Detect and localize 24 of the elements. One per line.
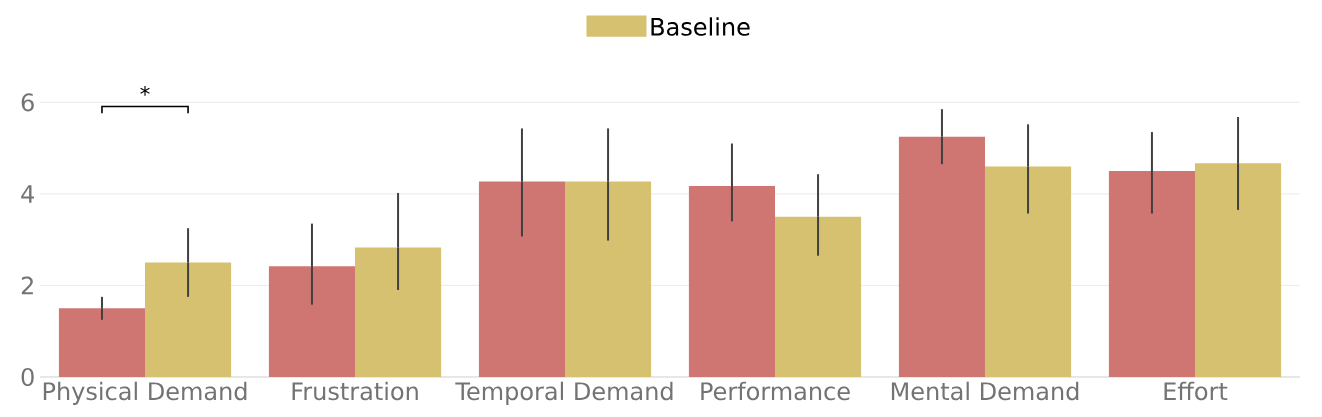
x-tick-label: Performance	[701, 381, 850, 401]
bar	[1194, 163, 1282, 377]
y-tick-label: 4	[21, 185, 34, 203]
y-tick-label: 0	[21, 367, 34, 387]
x-tick-label: Frustration	[292, 381, 418, 401]
bar	[565, 181, 652, 377]
bar	[58, 308, 146, 377]
bar	[1108, 170, 1195, 377]
y-tick-label: 2	[21, 276, 33, 295]
bar	[775, 216, 862, 377]
bar	[268, 266, 356, 377]
text: *	[140, 85, 150, 96]
legend-label: Baseline	[651, 17, 750, 36]
x-tick-label: Effort	[1164, 381, 1228, 401]
y-tick-label: 6	[21, 93, 34, 112]
bar	[478, 181, 566, 377]
bar	[145, 262, 232, 377]
bar	[984, 166, 1072, 377]
bar	[898, 136, 985, 377]
x-tick-label: Temporal Demand	[455, 381, 673, 405]
x-tick-label: Mental Demand	[891, 381, 1079, 401]
x-tick-label: Physical Demand	[43, 381, 247, 405]
bar	[355, 247, 442, 377]
bar	[688, 186, 775, 377]
